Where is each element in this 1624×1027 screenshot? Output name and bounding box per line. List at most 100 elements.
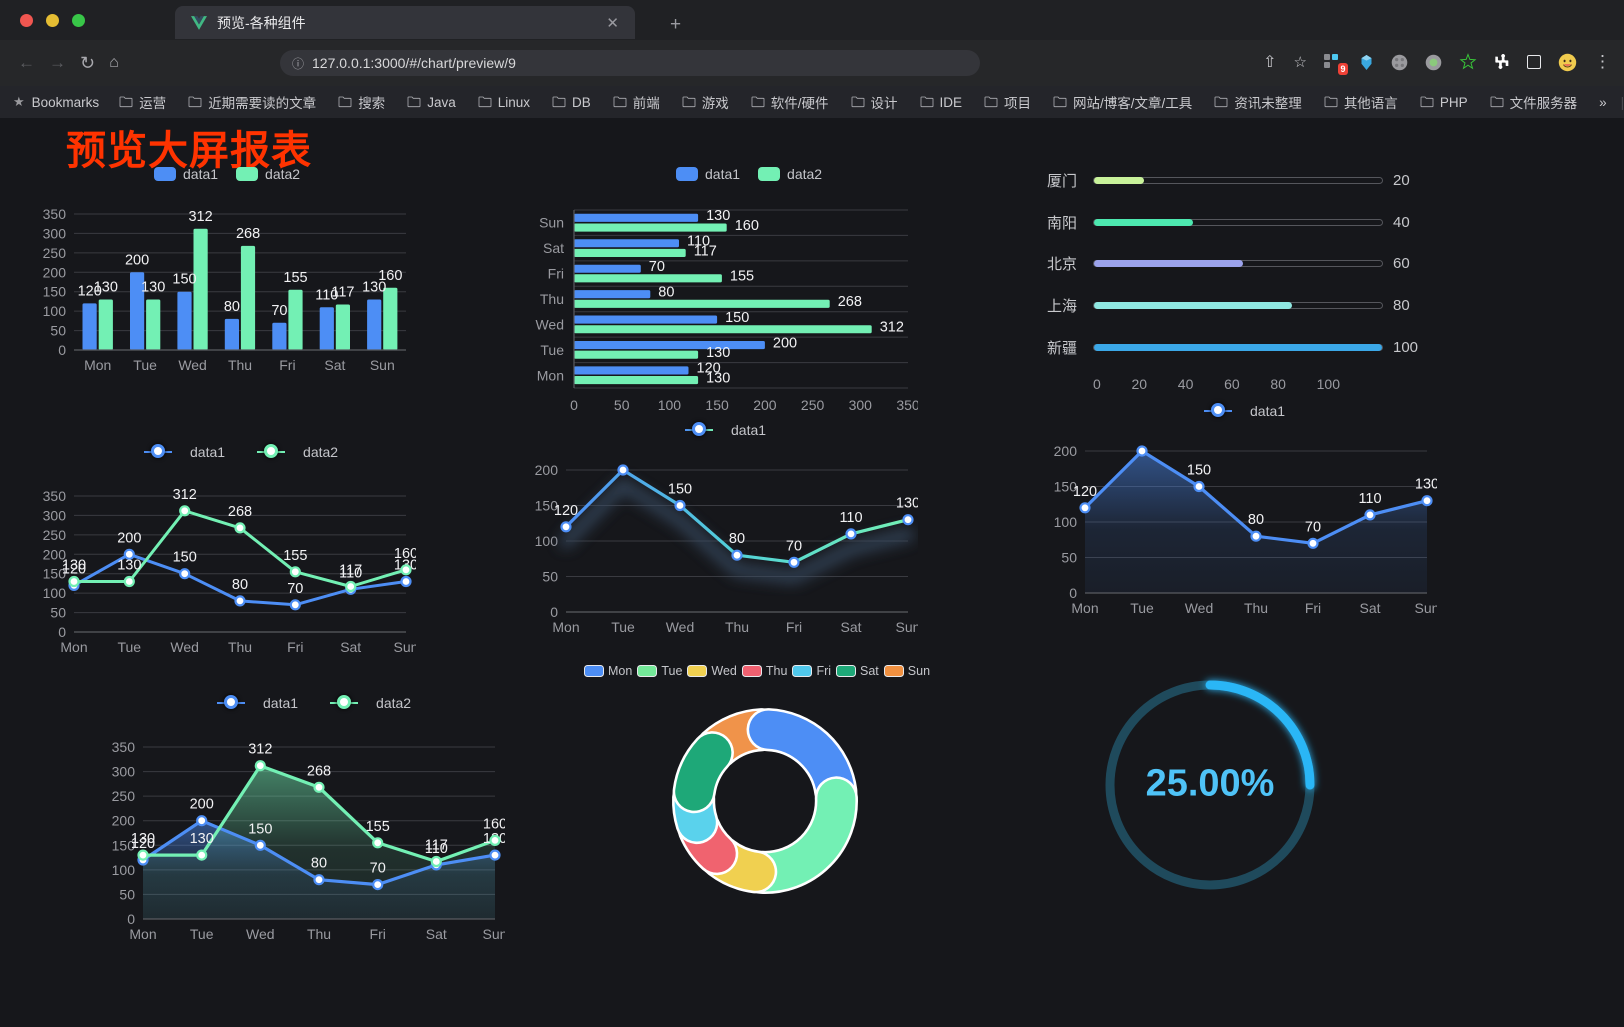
svg-text:50: 50 (50, 323, 66, 339)
svg-text:155: 155 (283, 548, 307, 564)
svg-text:160: 160 (378, 268, 402, 284)
svg-text:70: 70 (271, 303, 287, 319)
svg-text:0: 0 (58, 342, 66, 358)
svg-text:155: 155 (366, 819, 390, 835)
svg-text:130: 130 (706, 370, 730, 386)
svg-text:130: 130 (896, 496, 918, 512)
svg-text:70: 70 (786, 538, 802, 554)
svg-text:Sat: Sat (840, 619, 861, 635)
svg-text:117: 117 (339, 563, 362, 579)
svg-text:Tue: Tue (117, 639, 141, 655)
svg-text:Thu: Thu (228, 357, 252, 373)
svg-text:Thu: Thu (725, 619, 749, 635)
svg-text:0: 0 (58, 624, 66, 640)
svg-text:150: 150 (705, 397, 729, 413)
svg-text:150: 150 (725, 310, 749, 326)
svg-text:150: 150 (173, 550, 197, 566)
svg-text:155: 155 (730, 269, 754, 285)
svg-text:0: 0 (127, 911, 135, 927)
svg-text:200: 200 (753, 397, 777, 413)
svg-text:Wed: Wed (666, 619, 695, 635)
svg-text:Sun: Sun (370, 357, 395, 373)
svg-text:130: 130 (94, 280, 118, 296)
svg-text:120: 120 (1073, 484, 1097, 500)
svg-text:100: 100 (658, 397, 682, 413)
svg-text:70: 70 (370, 861, 386, 877)
svg-text:50: 50 (119, 886, 135, 902)
svg-text:350: 350 (43, 206, 67, 222)
svg-text:300: 300 (112, 764, 136, 780)
svg-text:250: 250 (112, 788, 136, 804)
svg-text:150: 150 (172, 272, 196, 288)
svg-text:Wed: Wed (246, 926, 275, 942)
svg-text:80: 80 (658, 284, 674, 300)
svg-text:200: 200 (773, 335, 797, 351)
svg-text:Fri: Fri (370, 926, 386, 942)
svg-text:Thu: Thu (540, 291, 564, 307)
svg-text:200: 200 (125, 252, 149, 268)
svg-text:50: 50 (614, 397, 630, 413)
svg-text:Fri: Fri (548, 266, 564, 282)
svg-text:Mon: Mon (1071, 600, 1098, 616)
svg-text:100: 100 (43, 303, 67, 319)
svg-text:350: 350 (43, 488, 67, 504)
svg-text:80: 80 (232, 577, 248, 593)
svg-text:Sun: Sun (896, 619, 918, 635)
svg-text:120: 120 (554, 503, 578, 519)
svg-text:Sat: Sat (324, 357, 345, 373)
svg-text:130: 130 (131, 831, 155, 847)
svg-text:70: 70 (649, 259, 665, 275)
svg-text:Tue: Tue (133, 357, 157, 373)
svg-text:130: 130 (1415, 477, 1437, 493)
svg-text:50: 50 (50, 605, 66, 621)
svg-text:70: 70 (1305, 519, 1321, 535)
svg-text:200: 200 (1130, 441, 1154, 443)
svg-text:80: 80 (311, 856, 327, 872)
svg-text:100: 100 (535, 533, 559, 549)
svg-text:200: 200 (43, 264, 67, 280)
svg-text:25.00%: 25.00% (1146, 762, 1275, 804)
svg-text:Mon: Mon (537, 367, 564, 383)
svg-text:Sun: Sun (539, 215, 564, 231)
svg-text:160: 160 (735, 218, 759, 234)
svg-text:Wed: Wed (170, 639, 199, 655)
svg-text:0: 0 (1069, 585, 1077, 601)
svg-text:130: 130 (706, 345, 730, 361)
svg-text:Fri: Fri (279, 357, 295, 373)
svg-text:312: 312 (173, 487, 197, 503)
svg-text:117: 117 (331, 285, 354, 301)
svg-text:312: 312 (188, 209, 212, 225)
svg-text:Fri: Fri (1305, 600, 1321, 616)
svg-text:130: 130 (62, 558, 86, 574)
svg-text:268: 268 (307, 763, 331, 779)
svg-text:50: 50 (542, 569, 558, 585)
svg-text:350: 350 (896, 397, 918, 413)
svg-text:350: 350 (112, 739, 136, 755)
svg-text:100: 100 (43, 585, 67, 601)
svg-text:200: 200 (190, 797, 214, 813)
svg-text:Mon: Mon (60, 639, 87, 655)
svg-text:160: 160 (483, 816, 505, 832)
svg-text:300: 300 (43, 507, 67, 523)
svg-text:0: 0 (550, 604, 558, 620)
svg-text:200: 200 (535, 462, 559, 478)
svg-text:268: 268 (838, 294, 862, 310)
svg-text:110: 110 (1358, 491, 1381, 507)
svg-text:70: 70 (287, 581, 303, 597)
svg-text:155: 155 (283, 270, 307, 286)
svg-text:Thu: Thu (307, 926, 331, 942)
svg-text:Sun: Sun (483, 926, 505, 942)
svg-text:160: 160 (394, 546, 416, 562)
svg-text:200: 200 (611, 460, 635, 462)
svg-text:80: 80 (224, 299, 240, 315)
svg-text:80: 80 (729, 531, 745, 547)
svg-text:Sat: Sat (340, 639, 361, 655)
svg-text:Sat: Sat (1359, 600, 1380, 616)
svg-text:150: 150 (1187, 463, 1211, 479)
svg-text:300: 300 (43, 225, 67, 241)
svg-text:130: 130 (706, 208, 730, 224)
svg-text:50: 50 (1061, 550, 1077, 566)
svg-text:250: 250 (43, 527, 67, 543)
svg-text:200: 200 (1054, 443, 1078, 459)
svg-text:Fri: Fri (786, 619, 802, 635)
